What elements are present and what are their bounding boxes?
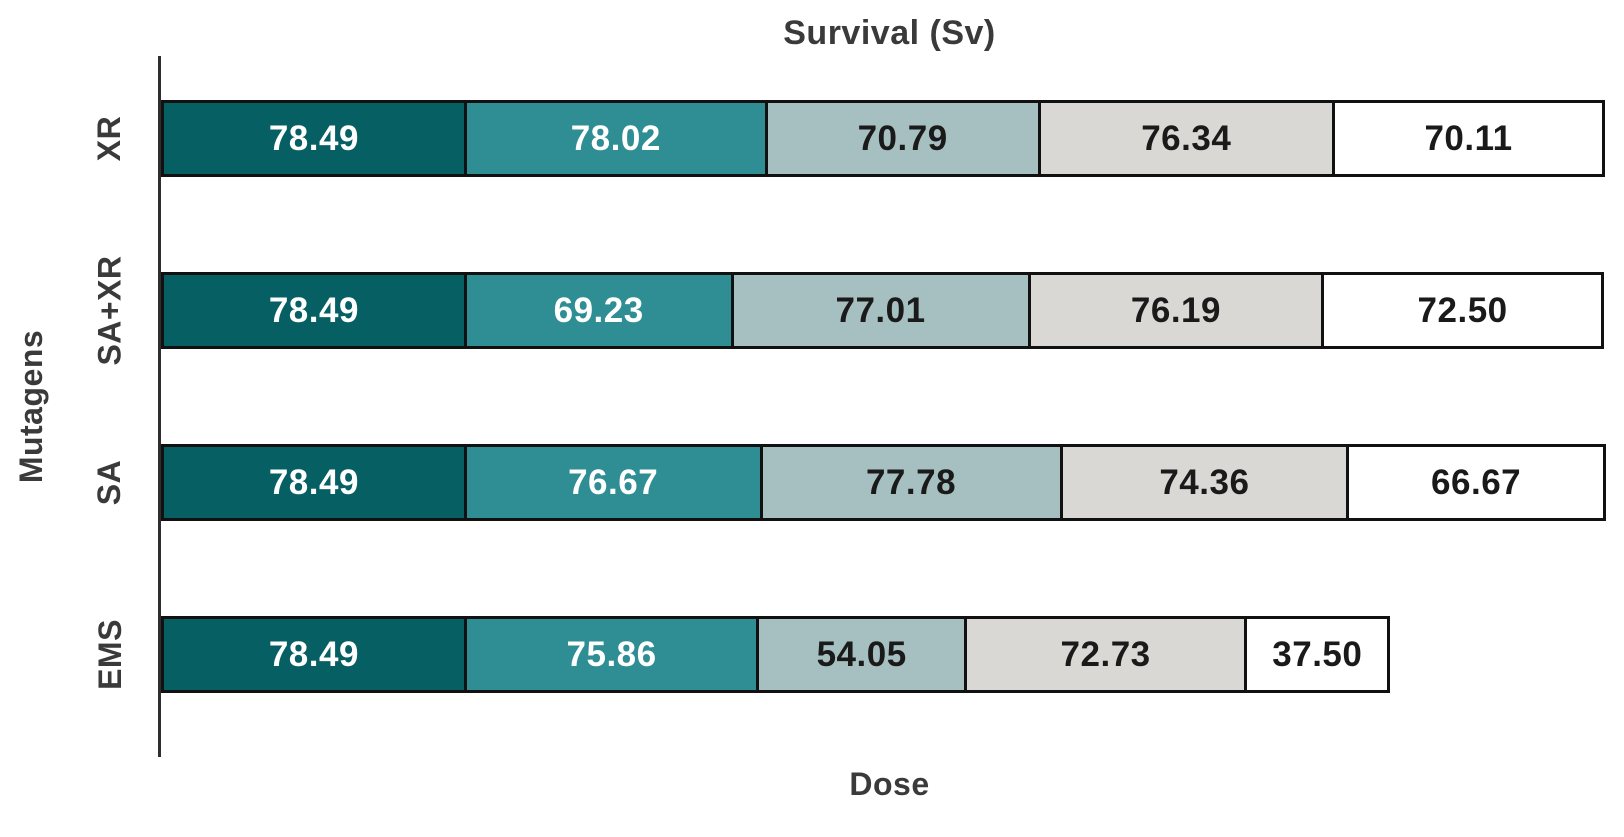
segment-value-label: 78.49 bbox=[268, 290, 359, 330]
bar-segment-sa-stack-segment-3: 77.78 bbox=[759, 444, 1063, 521]
bar-segment-xr-stack-segment-5: 70.11 bbox=[1331, 100, 1606, 177]
segment-value-label: 77.01 bbox=[835, 290, 926, 330]
bar-segment-ems-stack-segment-2: 75.86 bbox=[463, 616, 760, 693]
bar-segment-xr-stack-segment-1: 78.49 bbox=[161, 100, 467, 177]
bar-segment-sa-stack-segment-5: 66.67 bbox=[1346, 444, 1606, 521]
bar-segment-ems-stack-segment-5: 37.50 bbox=[1244, 616, 1391, 693]
segment-value-label: 78.49 bbox=[268, 462, 359, 502]
bar-row-xr: 78.49 78.02 70.79 76.34 70.11 bbox=[161, 100, 1606, 177]
bar-segment-sa-stack-segment-2: 76.67 bbox=[463, 444, 763, 521]
bar-row-ems: 78.49 75.86 54.05 72.73 37.50 bbox=[161, 616, 1391, 693]
y-axis-label: Mutagens bbox=[2, 56, 62, 757]
segment-value-label: 70.79 bbox=[857, 118, 948, 158]
bar-segment-ems-stack-segment-4: 72.73 bbox=[963, 616, 1248, 693]
bar-segment-xr-stack-segment-2: 78.02 bbox=[463, 100, 768, 177]
segment-value-label: 74.36 bbox=[1159, 462, 1250, 502]
tick-label-text: EMS bbox=[91, 619, 128, 690]
segment-value-label: 78.02 bbox=[570, 118, 661, 158]
segment-value-label: 75.86 bbox=[566, 634, 657, 674]
bar-row-sa: 78.49 76.67 77.78 74.36 66.67 bbox=[161, 444, 1606, 521]
segment-value-label: 37.50 bbox=[1272, 634, 1363, 674]
bar-segment-xr-stack-segment-3: 70.79 bbox=[764, 100, 1041, 177]
segment-value-label: 66.67 bbox=[1431, 462, 1522, 502]
bar-segment-sa-stack-segment-4: 74.36 bbox=[1059, 444, 1350, 521]
tick-label-xr: XR bbox=[68, 100, 152, 177]
bar-segment-sa-xr-stack-segment-2: 69.23 bbox=[463, 272, 734, 349]
segment-value-label: 76.34 bbox=[1141, 118, 1232, 158]
segment-value-label: 72.73 bbox=[1060, 634, 1151, 674]
bar-segment-sa-xr-stack-segment-5: 72.50 bbox=[1321, 272, 1604, 349]
y-axis-line bbox=[158, 56, 161, 757]
segment-value-label: 70.11 bbox=[1424, 118, 1513, 158]
tick-label-text: SA+XR bbox=[91, 255, 128, 366]
tick-label-sa-xr: SA+XR bbox=[68, 255, 152, 365]
chart-title: Survival (Sv) bbox=[783, 14, 996, 52]
segment-value-label: 76.19 bbox=[1130, 290, 1221, 330]
tick-label-text: SA bbox=[91, 459, 128, 506]
tick-label-ems: EMS bbox=[68, 616, 152, 693]
segment-value-label: 69.23 bbox=[553, 290, 644, 330]
bar-row-sa-xr: 78.49 69.23 77.01 76.19 72.50 bbox=[161, 272, 1604, 349]
tick-label-text: XR bbox=[91, 115, 128, 162]
bar-segment-xr-stack-segment-4: 76.34 bbox=[1037, 100, 1335, 177]
bar-segment-sa-stack-segment-1: 78.49 bbox=[161, 444, 467, 521]
segment-value-label: 78.49 bbox=[268, 634, 359, 674]
bar-segment-ems-stack-segment-3: 54.05 bbox=[756, 616, 967, 693]
segment-value-label: 54.05 bbox=[816, 634, 907, 674]
y-axis-label-text: Mutagens bbox=[13, 329, 50, 484]
segment-value-label: 76.67 bbox=[568, 462, 659, 502]
bar-segment-sa-xr-stack-segment-3: 77.01 bbox=[730, 272, 1031, 349]
bar-segment-sa-xr-stack-segment-4: 76.19 bbox=[1027, 272, 1325, 349]
segment-value-label: 78.49 bbox=[268, 118, 359, 158]
bar-segment-sa-xr-stack-segment-1: 78.49 bbox=[161, 272, 467, 349]
bar-segment-ems-stack-segment-1: 78.49 bbox=[161, 616, 467, 693]
segment-value-label: 72.50 bbox=[1417, 290, 1508, 330]
x-axis-label: Dose bbox=[849, 766, 930, 802]
tick-label-sa: SA bbox=[68, 444, 152, 521]
segment-value-label: 77.78 bbox=[865, 462, 957, 502]
